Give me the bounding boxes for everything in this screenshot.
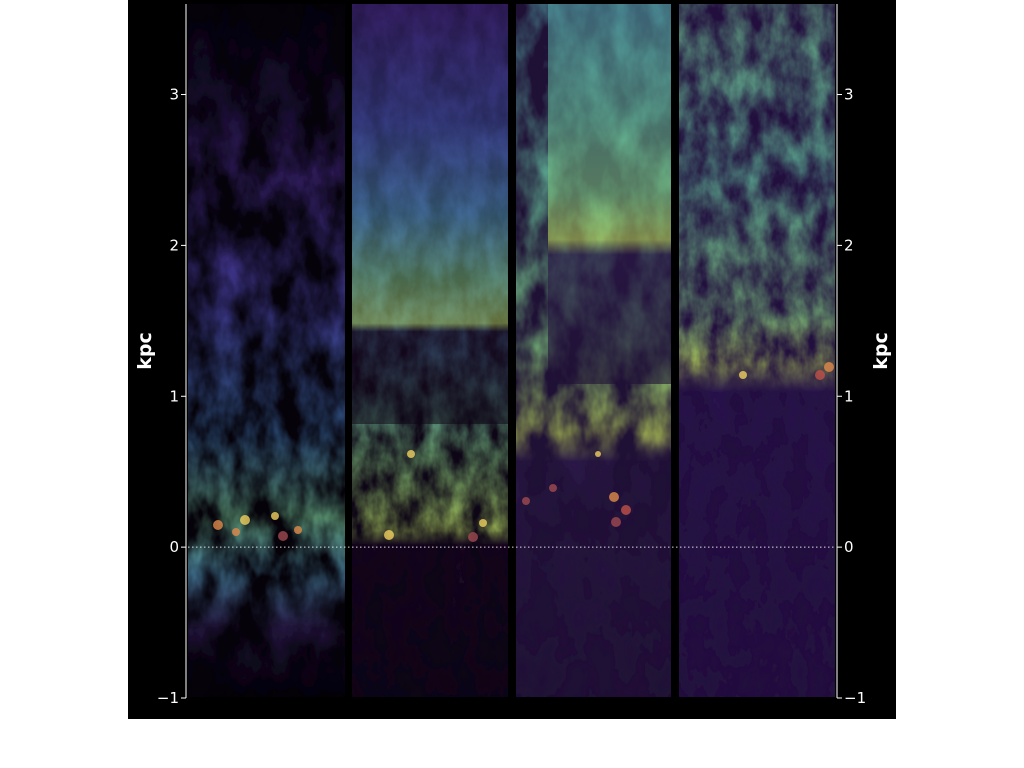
tick-label: 1: [169, 387, 179, 405]
tick-label: −1: [157, 689, 179, 707]
tick-label: −1: [844, 689, 866, 707]
source-points: [213, 362, 834, 542]
tick-label: 0: [844, 538, 854, 556]
right-axis: −1 0 1 2 3: [836, 4, 866, 707]
tick-label: 2: [169, 236, 179, 254]
tick-label: 3: [844, 86, 854, 104]
left-axis: −1 0 1 2 3: [157, 4, 187, 707]
simulation-figure: −1 0 1 2 3 −1 0 1 2 3 kpc kpc: [128, 0, 896, 719]
left-axis-title: kpc: [134, 332, 156, 370]
tick-label: 2: [844, 236, 854, 254]
panel-4: [679, 4, 835, 697]
figure-canvas: −1 0 1 2 3 −1 0 1 2 3 kpc kpc: [134, 4, 892, 707]
tick-label: 0: [169, 538, 179, 556]
panel-1: [188, 4, 345, 697]
right-axis-title: kpc: [870, 332, 892, 370]
tick-label: 3: [169, 86, 179, 104]
tick-label: 1: [844, 387, 854, 405]
panel-2: [352, 4, 508, 697]
panel-3: [516, 4, 671, 697]
